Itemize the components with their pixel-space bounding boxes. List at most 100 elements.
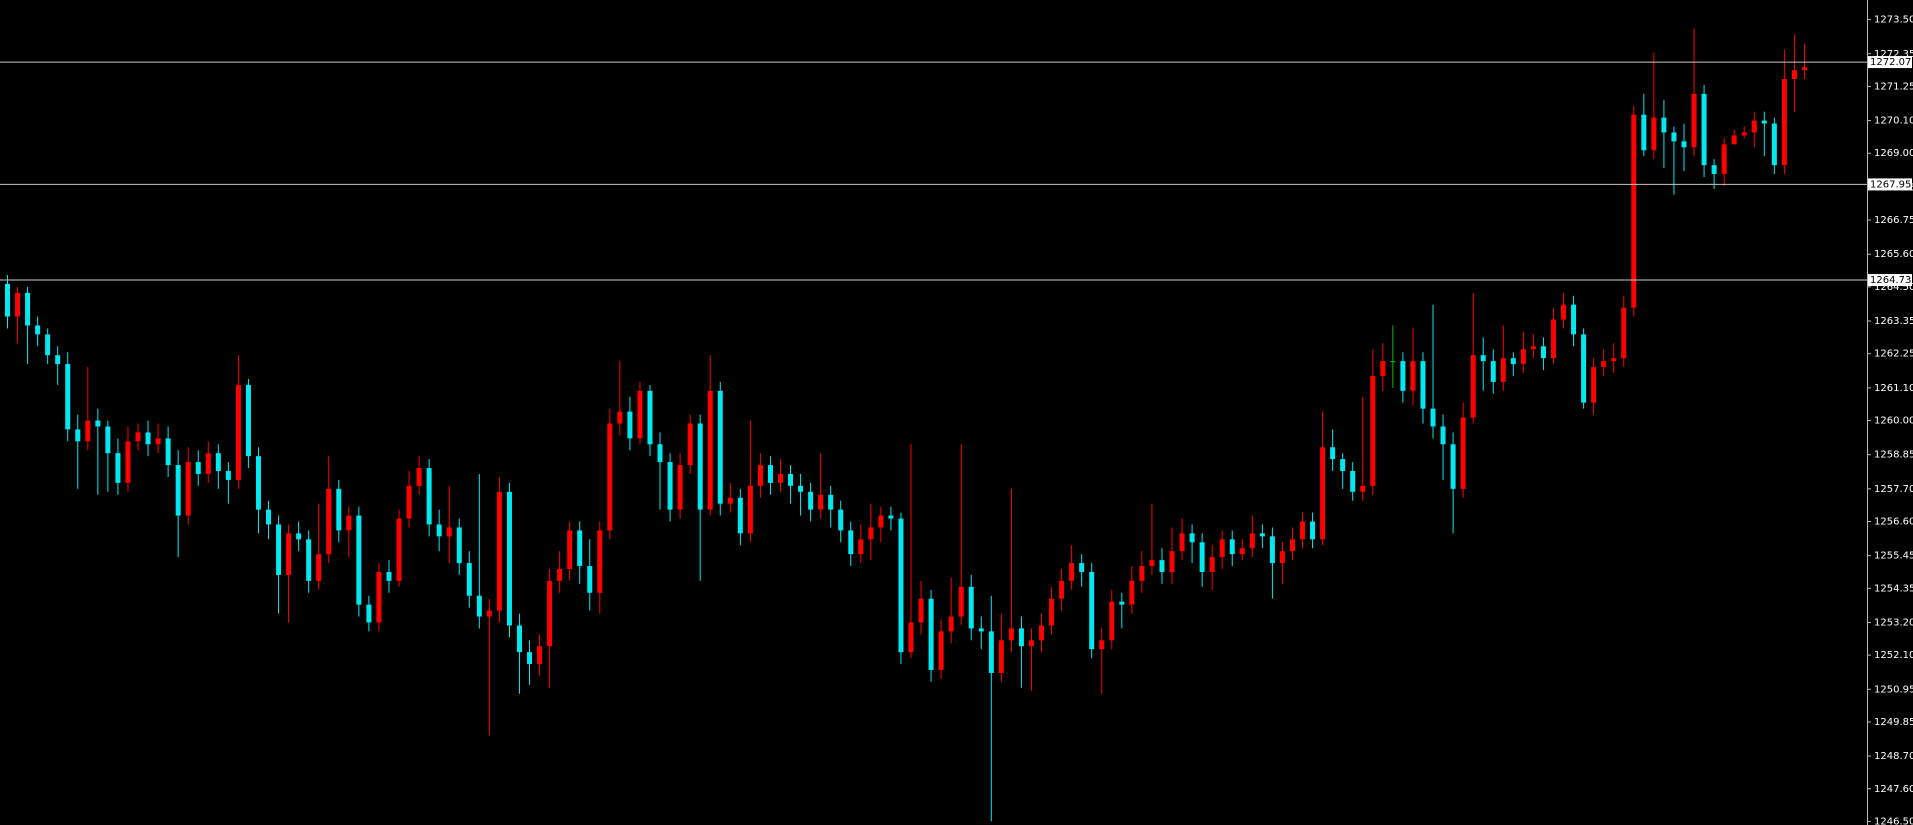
candle-body [115,453,121,483]
candle-body [938,631,944,670]
y-tick-label: 1254.35 [1874,583,1913,594]
candle-body [838,509,844,531]
y-tick-label: 1255.45 [1874,551,1913,562]
candle-body [968,586,974,629]
y-tick-label: 1253.20 [1874,617,1913,628]
candle-body [1470,355,1476,418]
candle-body [707,390,713,510]
candle-body [255,456,261,510]
y-tick-label: 1248.70 [1874,751,1913,762]
candle-body [1671,132,1677,142]
candle-body [105,426,111,454]
price-level-box [1868,178,1912,191]
candle-body [1581,334,1587,403]
candle-body [717,390,723,504]
candle-body [898,518,904,653]
candle-body [25,292,31,326]
candle-body [496,491,502,611]
candle-body [506,491,512,626]
candle-body [1370,375,1376,486]
candle-body [175,465,181,516]
candle-body [1239,548,1245,555]
candle-body [918,598,924,623]
candle-body [858,539,864,555]
candle-body [296,533,302,540]
candle-body [1460,417,1466,489]
price-level-box [1868,56,1912,69]
y-tick-label: 1264.50 [1874,282,1913,293]
candle-body [1761,120,1767,124]
candle-body [878,515,884,528]
candle-body [1540,346,1546,359]
candle-body [235,384,241,480]
candle-body [215,453,221,472]
candle-body [1169,551,1175,572]
candle-body [1189,533,1195,543]
candle-body [75,429,81,442]
y-tick-label: 1270.10 [1874,116,1913,127]
price-level-label: 1264.73 [1870,275,1911,286]
candle-body [95,420,101,427]
candle-body [547,580,553,647]
candle-body [1510,358,1516,365]
candle-body [1621,307,1627,359]
candle-body [1219,539,1225,558]
candle-body [1018,628,1024,647]
candle-body [185,462,191,516]
candle-body [1390,361,1396,363]
y-tick-label: 1247.60 [1874,784,1913,795]
candle-body [245,384,251,457]
candle-body [988,631,994,673]
candle-body [1330,447,1336,460]
candle-body [1179,533,1185,552]
candle-body [1701,93,1707,166]
candle-body [346,515,352,531]
candle-body [266,509,272,525]
candle-body [486,610,492,617]
candle-body [1721,144,1727,175]
candle-body [1380,361,1386,376]
candle-body [1089,571,1095,650]
y-tick-label: 1250.95 [1874,684,1913,695]
candle-body [326,488,332,555]
candle-body [627,411,633,439]
y-tick-label: 1265.60 [1874,249,1913,260]
y-tick-label: 1249.85 [1874,717,1913,728]
candle-body [1420,361,1426,409]
candle-body [1320,447,1326,540]
candle-body [958,586,964,617]
candle-body [65,364,71,430]
candle-body [1049,598,1055,626]
candle-body [828,494,834,510]
y-tick-label: 1273.50 [1874,15,1913,26]
candle-body [406,485,412,519]
candle-body [1079,563,1085,572]
candle-body [617,411,623,424]
candle-body [1801,67,1807,71]
candle-body [1651,117,1657,151]
candle-body [1550,319,1556,359]
candle-body [687,423,693,466]
candle-body [416,468,422,486]
candle-body [557,569,563,581]
candle-body [537,646,543,665]
candle-body [225,471,231,480]
candle-body [818,494,824,510]
candle-body [1209,557,1215,572]
candle-body [908,622,914,653]
y-tick-label: 1272.35 [1874,49,1913,60]
candle-body [948,616,954,632]
y-tick-label: 1271.25 [1874,81,1913,92]
candle-body [195,462,201,474]
candle-body [697,423,703,510]
candle-body [476,595,482,617]
candle-body [306,539,312,581]
candle-body [1109,601,1115,641]
candle-body [1641,114,1647,151]
candle-body [1279,551,1285,564]
candle-body [808,491,814,510]
candle-body [1410,361,1416,391]
candle-body [155,438,161,445]
candle-body [777,473,783,483]
